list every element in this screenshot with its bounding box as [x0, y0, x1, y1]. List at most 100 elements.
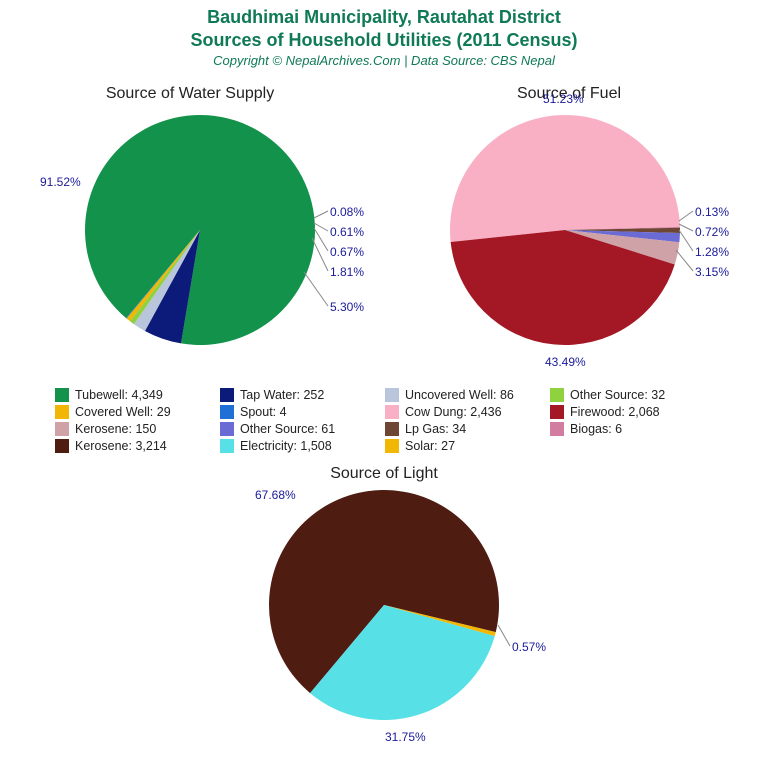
pie-slice-water — [145, 230, 200, 343]
pie-slice-fuel — [450, 115, 680, 242]
pct-label: 1.81% — [330, 265, 364, 279]
chart-fuel: Source of Fuel — [400, 85, 768, 107]
main-title-line2: Sources of Household Utilities (2011 Cen… — [0, 29, 768, 52]
pie-slice-fuel — [565, 230, 680, 242]
pie-slice-water — [134, 230, 200, 331]
leader-line — [498, 625, 510, 646]
legend-text: Kerosene: 3,214 — [75, 439, 167, 453]
legend-text: Other Source: 32 — [570, 388, 665, 402]
legend-item: Firewood: 2,068 — [550, 405, 715, 419]
legend-item: Biogas: 6 — [550, 422, 715, 436]
legend-swatch — [220, 439, 234, 453]
legend-swatch — [385, 388, 399, 402]
legend-swatch — [220, 422, 234, 436]
legend-item: Uncovered Well: 86 — [385, 388, 550, 402]
pie-slice-fuel — [565, 230, 679, 264]
legend-swatch — [55, 422, 69, 436]
pct-label: 0.61% — [330, 225, 364, 239]
legend-item: Solar: 27 — [385, 439, 550, 453]
pct-label: 1.28% — [695, 245, 729, 259]
pie-slice-water — [126, 230, 200, 318]
legend-text: Uncovered Well: 86 — [405, 388, 514, 402]
pie-slice-water — [130, 230, 200, 324]
pct-label: 31.75% — [385, 730, 426, 744]
leader-line — [312, 238, 328, 271]
pct-label: 91.52% — [40, 175, 81, 189]
legend-text: Electricity: 1,508 — [240, 439, 332, 453]
legend-text: Tap Water: 252 — [240, 388, 324, 402]
pie-slice-light — [310, 605, 495, 720]
legend-text: Lp Gas: 34 — [405, 422, 466, 436]
pie-slice-light — [384, 605, 496, 636]
legend-swatch — [550, 405, 564, 419]
pie-slice-water — [85, 115, 315, 345]
legend-item: Tubewell: 4,349 — [55, 388, 220, 402]
legend-swatch — [550, 388, 564, 402]
title-block: Baudhimai Municipality, Rautahat Distric… — [0, 0, 768, 68]
leader-line — [314, 223, 328, 231]
legend-swatch — [55, 439, 69, 453]
legend-row: Covered Well: 29 Spout: 4 Cow Dung: 2,436 F… — [55, 405, 715, 422]
legend-item: Lp Gas: 34 — [385, 422, 550, 436]
pie-slice-fuel — [451, 230, 675, 345]
legend-item: Spout: 4 — [220, 405, 385, 419]
legend-text: Kerosene: 150 — [75, 422, 156, 436]
pct-label: 0.57% — [512, 640, 546, 654]
copyright-line: Copyright © NepalArchives.Com | Data Sou… — [0, 53, 768, 68]
pct-label: 43.49% — [545, 355, 586, 369]
legend-row: Kerosene: 3,214 Electricity: 1,508 Solar: … — [55, 439, 715, 456]
pie-slice-water — [127, 230, 200, 321]
pie-slice-fuel — [565, 227, 680, 230]
pct-label: 0.13% — [695, 205, 729, 219]
chart-light-title: Source of Light — [0, 465, 768, 483]
legend-item: Kerosene: 150 — [55, 422, 220, 436]
legend-text: Other Source: 61 — [240, 422, 335, 436]
legend-swatch — [385, 439, 399, 453]
chart-water: Source of Water Supply — [0, 85, 400, 107]
legend-swatch — [220, 405, 234, 419]
legend: Tubewell: 4,349 Tap Water: 252 Uncovered W… — [55, 388, 715, 456]
legend-text: Firewood: 2,068 — [570, 405, 660, 419]
legend-text: Solar: 27 — [405, 439, 455, 453]
legend-text: Tubewell: 4,349 — [75, 388, 163, 402]
legend-item: Tap Water: 252 — [220, 388, 385, 402]
main-title-line1: Baudhimai Municipality, Rautahat Distric… — [0, 6, 768, 29]
leader-line — [314, 228, 328, 251]
legend-swatch — [550, 422, 564, 436]
legend-swatch — [55, 405, 69, 419]
pct-label: 51.23% — [543, 92, 584, 106]
legend-item: Covered Well: 29 — [55, 405, 220, 419]
pct-label: 5.30% — [330, 300, 364, 314]
legend-swatch — [385, 405, 399, 419]
pct-label: 67.68% — [255, 488, 296, 502]
legend-swatch — [220, 388, 234, 402]
legend-swatch — [55, 388, 69, 402]
pct-label: 0.08% — [330, 205, 364, 219]
legend-row: Tubewell: 4,349 Tap Water: 252 Uncovered W… — [55, 388, 715, 405]
pct-label: 0.67% — [330, 245, 364, 259]
pie-slice-fuel — [565, 228, 680, 233]
leader-line — [679, 224, 693, 231]
legend-swatch — [385, 422, 399, 436]
legend-text: Spout: 4 — [240, 405, 287, 419]
legend-row: Kerosene: 150 Other Source: 61 Lp Gas: 34 B… — [55, 422, 715, 439]
leader-line — [304, 272, 328, 306]
chart-light: Source of Light — [0, 465, 768, 487]
pct-label: 3.15% — [695, 265, 729, 279]
pie-slice-light — [269, 490, 499, 693]
legend-text: Covered Well: 29 — [75, 405, 171, 419]
pct-label: 0.72% — [695, 225, 729, 239]
leader-line — [679, 211, 693, 221]
legend-item: Other Source: 32 — [550, 388, 715, 402]
legend-item: Cow Dung: 2,436 — [385, 405, 550, 419]
legend-item: Other Source: 61 — [220, 422, 385, 436]
pie-svg-layer — [0, 0, 768, 768]
legend-text: Biogas: 6 — [570, 422, 622, 436]
legend-item: Kerosene: 3,214 — [55, 439, 220, 453]
legend-text: Cow Dung: 2,436 — [405, 405, 502, 419]
leader-line — [314, 211, 328, 218]
leader-line — [676, 250, 693, 271]
legend-item: Electricity: 1,508 — [220, 439, 385, 453]
leader-line — [679, 230, 693, 251]
chart-water-title: Source of Water Supply — [0, 85, 400, 103]
